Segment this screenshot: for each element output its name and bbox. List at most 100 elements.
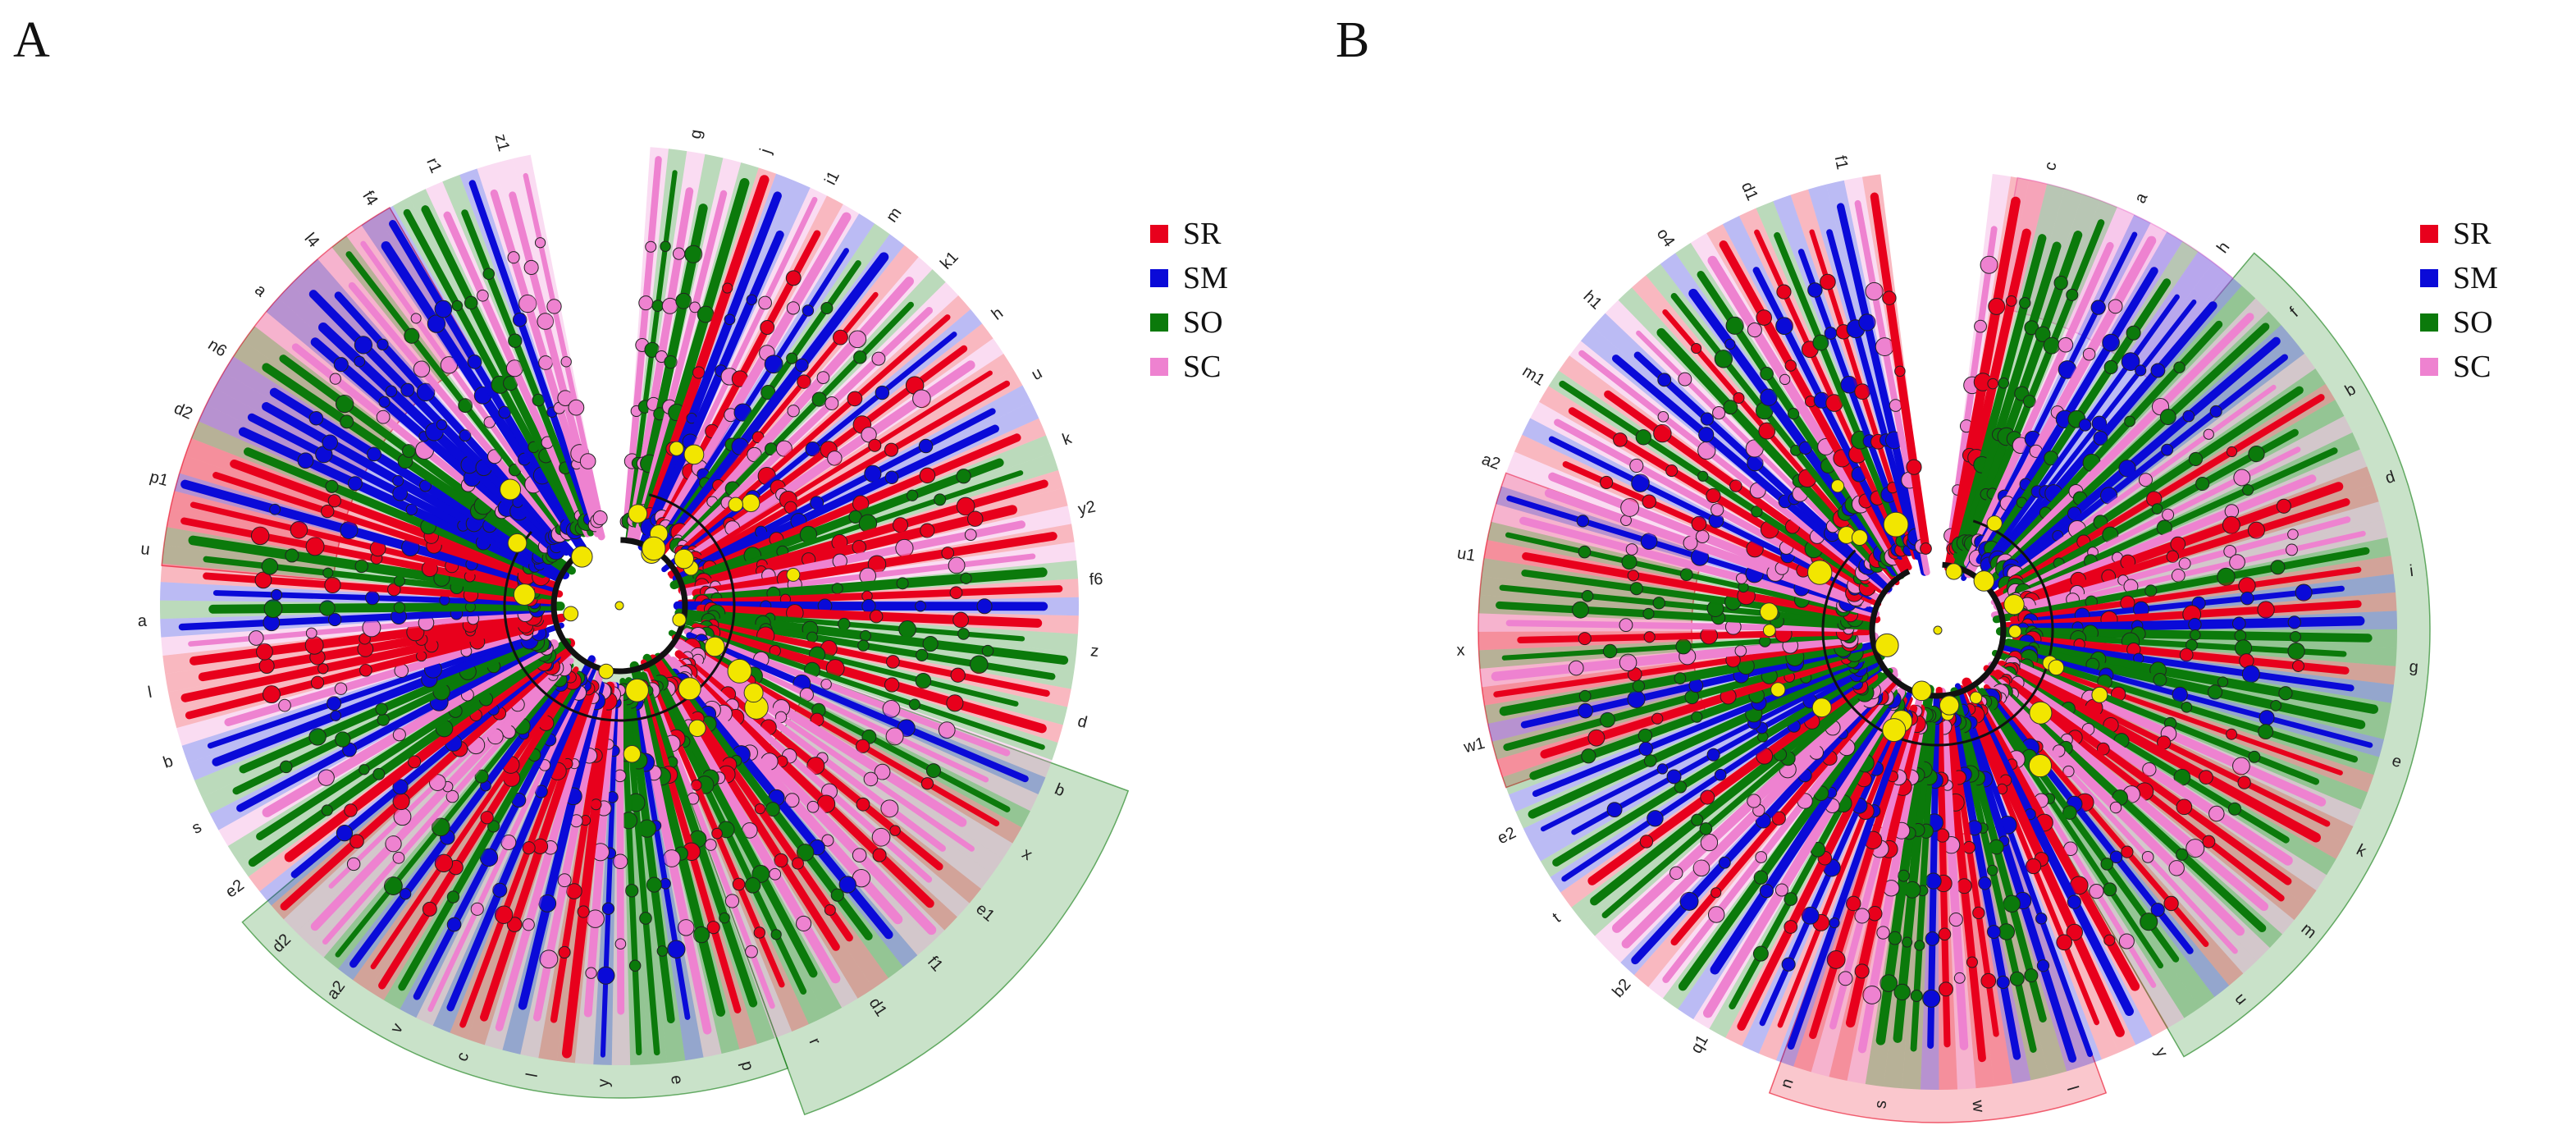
clade-label: h (2213, 239, 2233, 257)
node-unenriched (1986, 515, 2003, 532)
node (860, 629, 871, 642)
node-unenriched (1945, 563, 1962, 580)
node (392, 475, 404, 487)
node (1755, 851, 1768, 863)
branch (1950, 687, 2047, 1022)
node (1710, 503, 1724, 517)
node (1572, 601, 1589, 619)
node (889, 825, 901, 836)
node (2217, 676, 2229, 688)
branch (1989, 313, 2254, 579)
branch (180, 479, 559, 592)
node (2237, 775, 2251, 789)
node (1987, 377, 1999, 390)
node (774, 853, 788, 868)
node (856, 797, 870, 812)
legend-label-sm: SM (1183, 261, 1228, 295)
branch (370, 666, 579, 970)
node (392, 851, 405, 864)
branch (1963, 241, 2114, 567)
node (1774, 883, 1788, 897)
node (507, 251, 520, 264)
node (2195, 476, 2210, 492)
node (354, 336, 372, 355)
branch (1670, 679, 1897, 946)
node (263, 599, 283, 619)
node (2207, 684, 2223, 700)
node (317, 769, 335, 786)
node (2240, 591, 2254, 606)
branch (1809, 704, 1918, 1040)
node (279, 760, 293, 774)
node (1699, 822, 1713, 835)
node (1700, 412, 1714, 426)
node (690, 780, 702, 791)
node (1879, 974, 1898, 992)
node (1980, 255, 1998, 274)
branch (348, 281, 566, 541)
node (427, 314, 446, 333)
branch (2019, 638, 2354, 692)
branch (1836, 203, 1929, 576)
node (1706, 487, 1721, 504)
node (875, 385, 890, 400)
node (884, 677, 900, 693)
node (383, 876, 403, 895)
node (2286, 543, 2298, 556)
clade-label: w (1968, 1099, 1987, 1114)
branch (675, 638, 967, 827)
node (2292, 660, 2304, 672)
branch (1499, 584, 1870, 627)
node (874, 763, 891, 780)
node (1752, 945, 1769, 962)
panel-b: B c a h f b d i g e k m u y l w s n q1 b2 t e2 w1 x u1 a2 m1 h1 o4 d… (1288, 0, 2576, 1130)
node (1986, 864, 1998, 876)
node (1619, 653, 1637, 672)
tree-arc (1869, 561, 2007, 699)
node (2151, 503, 2163, 515)
node (848, 330, 867, 349)
clade-label: k1 (937, 248, 962, 272)
clade-label: y2 (1076, 497, 1097, 519)
node-unenriched (1762, 624, 1776, 638)
node (308, 410, 324, 426)
clade-label: t (1550, 909, 1564, 926)
node (346, 857, 361, 872)
node (522, 841, 536, 855)
node-unenriched (625, 678, 649, 702)
node (806, 800, 820, 813)
node (775, 440, 792, 457)
node (2005, 295, 2017, 307)
node (1939, 981, 1953, 997)
node (1986, 925, 2001, 939)
node (2248, 446, 2265, 463)
node-unenriched (1969, 691, 1983, 704)
node (821, 834, 834, 847)
node (2203, 428, 2214, 440)
branch (1604, 390, 1884, 593)
branch (248, 638, 572, 867)
branch (2003, 638, 2379, 714)
node (2089, 883, 2104, 899)
clade-label: s (189, 818, 204, 838)
clade-label: j (756, 147, 775, 157)
cladogram-a: gji1mk1huky2f6zdbxe1f1d1rpeylcva2d2e2sbl… (137, 128, 1130, 1116)
node (404, 327, 420, 344)
node-unenriched (1770, 682, 1786, 698)
branch (239, 634, 546, 774)
node (2176, 798, 2193, 816)
node (880, 799, 899, 818)
node (413, 360, 431, 377)
clade-label: p1 (148, 468, 170, 490)
node (784, 793, 800, 808)
branch (1719, 240, 1909, 574)
node (359, 764, 370, 775)
clade-label: m1 (1519, 362, 1548, 389)
branch (1937, 687, 1969, 1050)
clade-label: u (1029, 364, 1045, 384)
node (886, 655, 900, 669)
node (2166, 550, 2180, 563)
node (1691, 813, 1704, 826)
node (970, 655, 989, 675)
node (2222, 515, 2240, 534)
